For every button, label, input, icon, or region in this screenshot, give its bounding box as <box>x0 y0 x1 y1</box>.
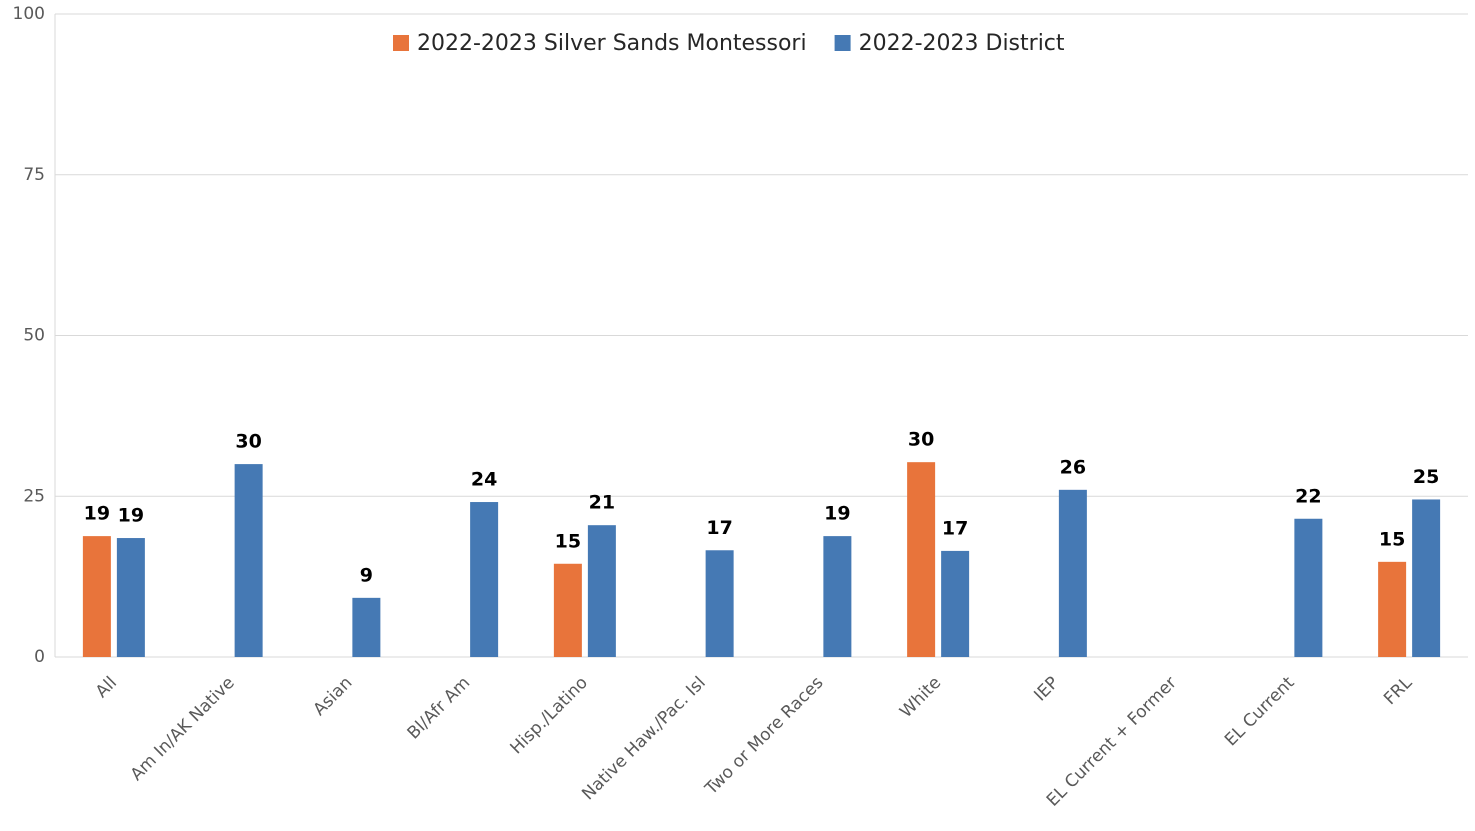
data-label: 26 <box>1060 456 1086 478</box>
y-tick-label: 100 <box>13 4 45 24</box>
bar <box>234 464 263 657</box>
y-tick-label: 50 <box>23 326 45 346</box>
legend-swatch <box>834 35 851 51</box>
bar <box>1058 489 1087 657</box>
data-label: 15 <box>555 530 581 552</box>
data-label: 21 <box>589 492 615 514</box>
y-tick-label: 75 <box>23 165 45 185</box>
x-tick-label: White <box>896 673 945 722</box>
data-label: 19 <box>84 503 110 525</box>
x-tick-label: Bl/Afr Am <box>404 673 475 744</box>
bar <box>116 538 145 657</box>
data-label: 15 <box>1379 528 1405 550</box>
bar <box>1378 561 1407 657</box>
bar <box>705 550 734 657</box>
y-tick-label: 0 <box>34 647 45 667</box>
y-tick-label: 25 <box>23 486 45 506</box>
data-label: 19 <box>824 503 850 525</box>
data-label: 24 <box>471 469 497 491</box>
bar <box>587 525 616 657</box>
bar <box>82 536 111 657</box>
bar <box>470 502 499 657</box>
x-tick-label: Two or More Races <box>701 673 828 800</box>
bar <box>1412 499 1441 657</box>
legend-label: 2022-2023 Silver Sands Montessori <box>417 31 807 56</box>
x-tick-label: Asian <box>309 673 356 720</box>
x-tick-label: EL Current <box>1221 673 1299 751</box>
data-label: 17 <box>706 517 732 539</box>
x-tick-label: FRL <box>1380 673 1416 709</box>
x-tick-label: EL Current + Former <box>1043 673 1181 811</box>
legend-swatch <box>393 35 409 51</box>
bar <box>907 462 936 657</box>
bar <box>941 550 970 657</box>
x-tick-label: Hisp./Latino <box>507 673 592 758</box>
bar <box>1294 518 1323 657</box>
x-tick-label: All <box>92 673 121 702</box>
bar <box>823 536 852 657</box>
x-tick-label: Native Haw./Pac. Isl <box>578 673 709 804</box>
bar <box>352 597 381 657</box>
data-label: 19 <box>118 505 144 527</box>
data-label: 17 <box>942 517 968 539</box>
x-tick-label: Am In/AK Native <box>127 673 239 785</box>
legend-label: 2022-2023 District <box>859 31 1065 56</box>
x-tick-label: IEP <box>1030 673 1063 706</box>
bar <box>553 563 582 657</box>
data-label: 25 <box>1413 466 1439 488</box>
data-label: 22 <box>1295 485 1321 507</box>
data-label: 30 <box>235 431 261 453</box>
data-label: 30 <box>908 429 934 451</box>
data-label: 9 <box>360 564 373 586</box>
